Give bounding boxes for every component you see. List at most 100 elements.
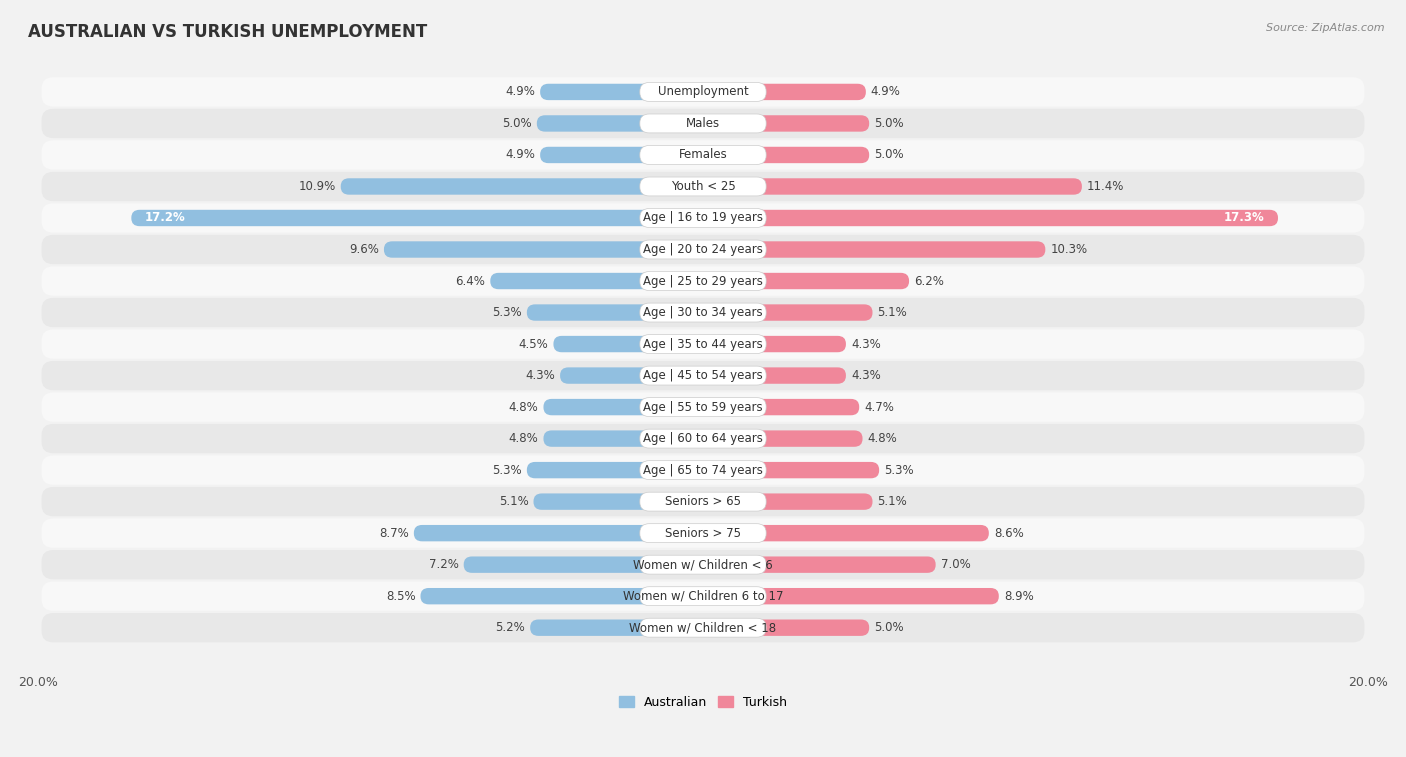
FancyBboxPatch shape bbox=[42, 172, 1364, 201]
FancyBboxPatch shape bbox=[464, 556, 703, 573]
FancyBboxPatch shape bbox=[42, 487, 1364, 516]
FancyBboxPatch shape bbox=[703, 619, 869, 636]
FancyBboxPatch shape bbox=[340, 179, 703, 195]
Text: 6.2%: 6.2% bbox=[914, 275, 943, 288]
Text: 9.6%: 9.6% bbox=[349, 243, 380, 256]
FancyBboxPatch shape bbox=[42, 581, 1364, 611]
FancyBboxPatch shape bbox=[703, 399, 859, 416]
FancyBboxPatch shape bbox=[703, 367, 846, 384]
Text: Age | 16 to 19 years: Age | 16 to 19 years bbox=[643, 211, 763, 225]
Text: 5.3%: 5.3% bbox=[884, 463, 914, 477]
Text: 5.2%: 5.2% bbox=[495, 621, 526, 634]
Text: 8.9%: 8.9% bbox=[1004, 590, 1033, 603]
Text: 8.6%: 8.6% bbox=[994, 527, 1024, 540]
Text: 8.5%: 8.5% bbox=[385, 590, 416, 603]
FancyBboxPatch shape bbox=[703, 273, 910, 289]
FancyBboxPatch shape bbox=[640, 366, 766, 385]
FancyBboxPatch shape bbox=[527, 304, 703, 321]
Text: 7.2%: 7.2% bbox=[429, 558, 458, 572]
Text: Age | 20 to 24 years: Age | 20 to 24 years bbox=[643, 243, 763, 256]
FancyBboxPatch shape bbox=[544, 399, 703, 416]
FancyBboxPatch shape bbox=[560, 367, 703, 384]
FancyBboxPatch shape bbox=[640, 83, 766, 101]
Text: 4.8%: 4.8% bbox=[868, 432, 897, 445]
FancyBboxPatch shape bbox=[640, 272, 766, 291]
Text: 5.0%: 5.0% bbox=[875, 117, 904, 130]
FancyBboxPatch shape bbox=[703, 210, 1278, 226]
Text: 4.3%: 4.3% bbox=[851, 338, 880, 350]
Text: 8.7%: 8.7% bbox=[380, 527, 409, 540]
Text: 5.0%: 5.0% bbox=[502, 117, 531, 130]
Text: Age | 25 to 29 years: Age | 25 to 29 years bbox=[643, 275, 763, 288]
Text: 4.8%: 4.8% bbox=[509, 400, 538, 413]
FancyBboxPatch shape bbox=[42, 140, 1364, 170]
Text: Males: Males bbox=[686, 117, 720, 130]
Text: 7.0%: 7.0% bbox=[941, 558, 970, 572]
FancyBboxPatch shape bbox=[42, 109, 1364, 138]
Text: 4.3%: 4.3% bbox=[851, 369, 880, 382]
FancyBboxPatch shape bbox=[703, 462, 879, 478]
Text: 5.1%: 5.1% bbox=[877, 495, 907, 508]
FancyBboxPatch shape bbox=[640, 303, 766, 322]
FancyBboxPatch shape bbox=[640, 240, 766, 259]
Text: Age | 60 to 64 years: Age | 60 to 64 years bbox=[643, 432, 763, 445]
FancyBboxPatch shape bbox=[540, 147, 703, 164]
Text: Age | 45 to 54 years: Age | 45 to 54 years bbox=[643, 369, 763, 382]
FancyBboxPatch shape bbox=[131, 210, 703, 226]
FancyBboxPatch shape bbox=[527, 462, 703, 478]
FancyBboxPatch shape bbox=[640, 114, 766, 133]
FancyBboxPatch shape bbox=[703, 115, 869, 132]
Text: 5.3%: 5.3% bbox=[492, 306, 522, 319]
FancyBboxPatch shape bbox=[42, 392, 1364, 422]
FancyBboxPatch shape bbox=[703, 241, 1045, 257]
Legend: Australian, Turkish: Australian, Turkish bbox=[614, 690, 792, 714]
Text: Females: Females bbox=[679, 148, 727, 161]
FancyBboxPatch shape bbox=[42, 519, 1364, 548]
FancyBboxPatch shape bbox=[640, 492, 766, 511]
FancyBboxPatch shape bbox=[42, 329, 1364, 359]
FancyBboxPatch shape bbox=[544, 431, 703, 447]
FancyBboxPatch shape bbox=[703, 588, 998, 604]
Text: 4.3%: 4.3% bbox=[526, 369, 555, 382]
Text: Women w/ Children < 18: Women w/ Children < 18 bbox=[630, 621, 776, 634]
Text: Seniors > 65: Seniors > 65 bbox=[665, 495, 741, 508]
FancyBboxPatch shape bbox=[703, 179, 1081, 195]
Text: 10.9%: 10.9% bbox=[298, 180, 336, 193]
FancyBboxPatch shape bbox=[491, 273, 703, 289]
FancyBboxPatch shape bbox=[530, 619, 703, 636]
FancyBboxPatch shape bbox=[640, 397, 766, 416]
Text: 5.0%: 5.0% bbox=[875, 148, 904, 161]
Text: 5.3%: 5.3% bbox=[492, 463, 522, 477]
FancyBboxPatch shape bbox=[640, 524, 766, 543]
FancyBboxPatch shape bbox=[42, 204, 1364, 232]
FancyBboxPatch shape bbox=[703, 556, 935, 573]
FancyBboxPatch shape bbox=[640, 429, 766, 448]
FancyBboxPatch shape bbox=[703, 304, 873, 321]
Text: Source: ZipAtlas.com: Source: ZipAtlas.com bbox=[1267, 23, 1385, 33]
Text: 4.9%: 4.9% bbox=[870, 86, 901, 98]
FancyBboxPatch shape bbox=[42, 613, 1364, 643]
Text: 5.0%: 5.0% bbox=[875, 621, 904, 634]
FancyBboxPatch shape bbox=[42, 266, 1364, 296]
Text: 4.8%: 4.8% bbox=[509, 432, 538, 445]
FancyBboxPatch shape bbox=[42, 550, 1364, 579]
FancyBboxPatch shape bbox=[703, 84, 866, 100]
FancyBboxPatch shape bbox=[42, 298, 1364, 327]
Text: Women w/ Children 6 to 17: Women w/ Children 6 to 17 bbox=[623, 590, 783, 603]
FancyBboxPatch shape bbox=[533, 494, 703, 509]
Text: Unemployment: Unemployment bbox=[658, 86, 748, 98]
Text: 4.9%: 4.9% bbox=[505, 86, 536, 98]
Text: 4.7%: 4.7% bbox=[865, 400, 894, 413]
FancyBboxPatch shape bbox=[640, 177, 766, 196]
Text: Seniors > 75: Seniors > 75 bbox=[665, 527, 741, 540]
FancyBboxPatch shape bbox=[42, 235, 1364, 264]
Text: Women w/ Children < 6: Women w/ Children < 6 bbox=[633, 558, 773, 572]
FancyBboxPatch shape bbox=[540, 84, 703, 100]
Text: 6.4%: 6.4% bbox=[456, 275, 485, 288]
Text: Age | 55 to 59 years: Age | 55 to 59 years bbox=[643, 400, 763, 413]
Text: 4.5%: 4.5% bbox=[519, 338, 548, 350]
FancyBboxPatch shape bbox=[42, 77, 1364, 107]
FancyBboxPatch shape bbox=[42, 424, 1364, 453]
FancyBboxPatch shape bbox=[384, 241, 703, 257]
FancyBboxPatch shape bbox=[703, 431, 862, 447]
